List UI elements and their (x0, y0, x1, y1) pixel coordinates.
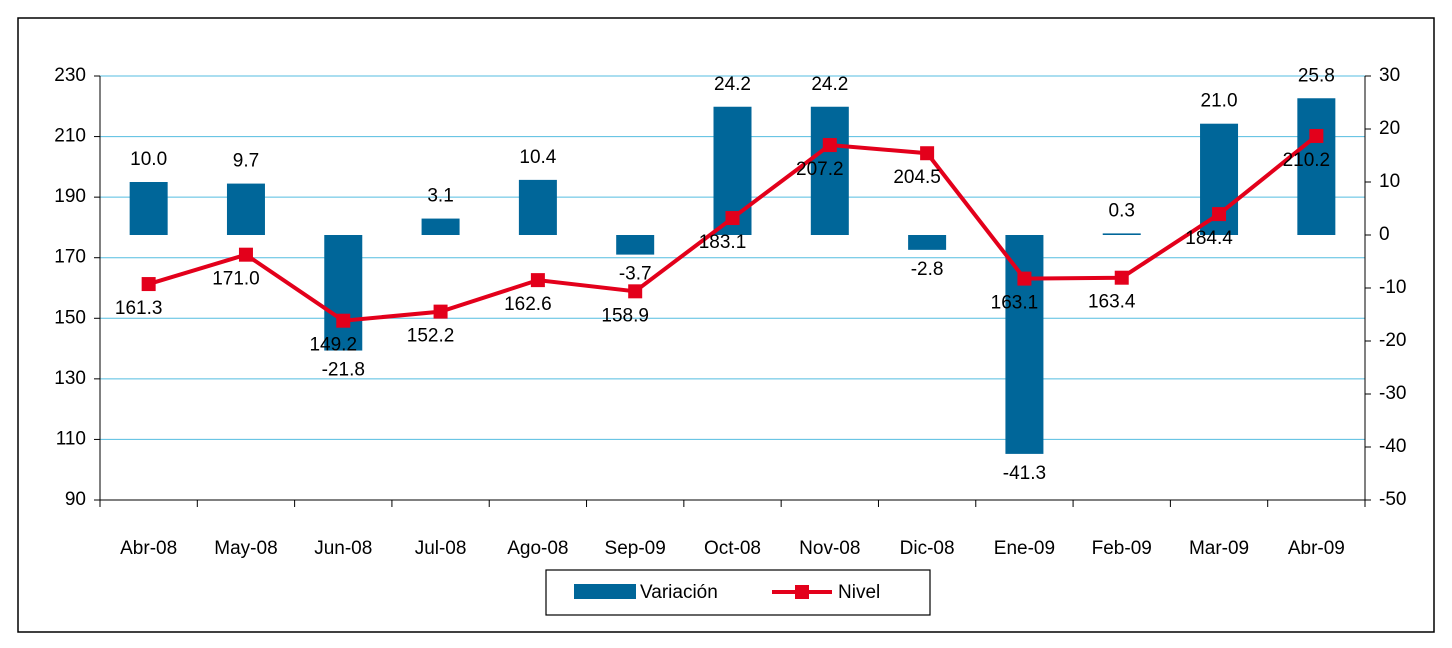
x-tick-label: Ago-08 (507, 538, 568, 559)
line-marker (336, 313, 351, 328)
y-tick-label: 210 (54, 126, 86, 147)
x-tick-label: Abr-08 (120, 538, 177, 559)
bar (616, 235, 655, 255)
y2-tick-label: 30 (1379, 65, 1400, 86)
line-value-label: 152.2 (407, 326, 455, 347)
line-marker (1114, 270, 1129, 285)
bar-value-label: -2.8 (911, 259, 944, 280)
line-marker (1212, 207, 1227, 222)
y-tick-label: 130 (54, 368, 86, 389)
line-marker (238, 247, 253, 262)
y2-tick-label: -30 (1379, 383, 1406, 404)
legend-label: Nivel (838, 582, 880, 603)
line-marker (141, 277, 156, 292)
bar (518, 179, 557, 235)
line-marker (1309, 128, 1324, 143)
bar-value-label: 24.2 (714, 74, 751, 95)
bar (908, 235, 947, 250)
line-value-label: 183.1 (699, 232, 747, 253)
y-tick-label: 150 (54, 307, 86, 328)
y2-tick-label: 10 (1379, 171, 1400, 192)
y2-tick-label: 0 (1379, 224, 1390, 245)
y-tick-label: 230 (54, 65, 86, 86)
legend-swatch (574, 584, 636, 599)
bar-value-label: 0.3 (1109, 200, 1135, 221)
x-tick-label: Feb-09 (1092, 538, 1152, 559)
legend-marker (795, 585, 809, 599)
line-marker (1017, 271, 1032, 286)
line-marker (822, 138, 837, 153)
x-tick-label: Sep-09 (605, 538, 666, 559)
line-value-label: 204.5 (893, 167, 941, 188)
line-marker (530, 273, 545, 288)
line-marker (725, 211, 740, 226)
bar (1102, 233, 1141, 235)
line-value-label: 210.2 (1283, 150, 1331, 171)
bar (1297, 98, 1336, 235)
bar-value-label: -3.7 (619, 264, 652, 285)
line-value-label: 149.2 (309, 335, 357, 356)
bar-value-label: 25.8 (1298, 65, 1335, 86)
line-value-label: 163.1 (991, 293, 1039, 314)
line-marker (628, 284, 643, 299)
bar (226, 183, 265, 235)
line-value-label: 161.3 (115, 298, 163, 319)
legend-label: Variación (640, 582, 718, 603)
y2-tick-label: -20 (1379, 330, 1406, 351)
x-tick-label: May-08 (214, 538, 277, 559)
y-tick-label: 190 (54, 186, 86, 207)
y2-tick-label: -50 (1379, 489, 1406, 510)
y2-tick-label: -40 (1379, 436, 1406, 457)
line-value-label: 163.4 (1088, 292, 1136, 313)
x-tick-label: Abr-09 (1288, 538, 1345, 559)
line-value-label: 207.2 (796, 159, 844, 180)
bar-value-label: 10.0 (130, 149, 167, 170)
x-tick-label: Mar-09 (1189, 538, 1249, 559)
line-marker (920, 146, 935, 161)
y-tick-label: 110 (56, 428, 86, 449)
x-tick-label: Jul-08 (415, 538, 467, 559)
line-value-label: 162.6 (504, 294, 552, 315)
x-tick-label: Ene-09 (994, 538, 1055, 559)
y-tick-label: 170 (54, 247, 86, 268)
y-tick-label: 90 (65, 489, 86, 510)
bar-value-label: 21.0 (1201, 91, 1238, 112)
bar-value-label: -21.8 (322, 360, 365, 381)
bar (324, 235, 363, 351)
bar (129, 182, 168, 235)
line-value-label: 158.9 (601, 305, 649, 326)
bar-value-label: 10.4 (519, 147, 556, 168)
y2-tick-label: 20 (1379, 118, 1400, 139)
x-tick-label: Jun-08 (314, 538, 372, 559)
bar (1005, 235, 1044, 454)
bar-value-label: -41.3 (1003, 463, 1046, 484)
bar-value-label: 24.2 (811, 74, 848, 95)
y2-tick-label: -10 (1379, 277, 1406, 298)
line-value-label: 171.0 (212, 269, 260, 290)
bar-value-label: 9.7 (233, 151, 259, 172)
line-marker (433, 304, 448, 319)
x-tick-label: Nov-08 (799, 538, 860, 559)
line-value-label: 184.4 (1185, 228, 1233, 249)
bar (421, 218, 460, 235)
x-tick-label: Dic-08 (900, 538, 955, 559)
bar-value-label: 3.1 (427, 186, 453, 207)
bar (810, 106, 849, 236)
x-tick-label: Oct-08 (704, 538, 761, 559)
